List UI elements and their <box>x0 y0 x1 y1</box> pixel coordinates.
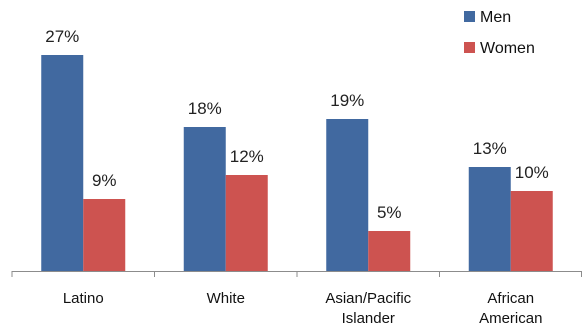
data-label-women-2: 5% <box>377 203 402 222</box>
data-label-men-3: 13% <box>473 139 507 158</box>
bar-men-3 <box>468 167 511 271</box>
bar-women-1 <box>225 175 268 271</box>
x-tick-label-3-0: African <box>487 290 534 307</box>
x-tick-label-0-0: Latino <box>63 290 104 307</box>
legend-label-men: Men <box>480 9 511 26</box>
legend-swatch-men <box>464 11 475 22</box>
data-label-men-0: 27% <box>45 27 79 46</box>
bar-men-0 <box>41 55 84 271</box>
data-label-men-2: 19% <box>330 91 364 110</box>
data-label-women-1: 12% <box>230 147 264 166</box>
data-labels-layer: 27% 18% 19% 13% 9% 12% 5% 10% <box>45 27 549 222</box>
legend: Men Women <box>464 9 535 57</box>
data-label-men-1: 18% <box>188 99 222 118</box>
legend-label-women: Women <box>480 40 535 57</box>
bar-women-2 <box>368 231 411 271</box>
legend-swatch-women <box>464 42 475 53</box>
x-tick-label-2-1: Islander <box>342 310 395 325</box>
bar-men-1 <box>183 127 226 271</box>
data-label-women-3: 10% <box>515 163 549 182</box>
x-axis: Latino White Asian/Pacific Islander African A… <box>11 271 582 327</box>
bars-layer <box>41 55 553 271</box>
bar-women-0 <box>83 199 126 271</box>
x-tick-label-3-1: American <box>479 310 542 325</box>
x-tick-label-1-0: White <box>207 290 245 307</box>
data-label-women-0: 9% <box>92 171 117 190</box>
bar-men-2 <box>326 119 369 271</box>
bar-women-3 <box>510 191 553 271</box>
x-tick-label-2-0: Asian/Pacific <box>325 290 411 307</box>
